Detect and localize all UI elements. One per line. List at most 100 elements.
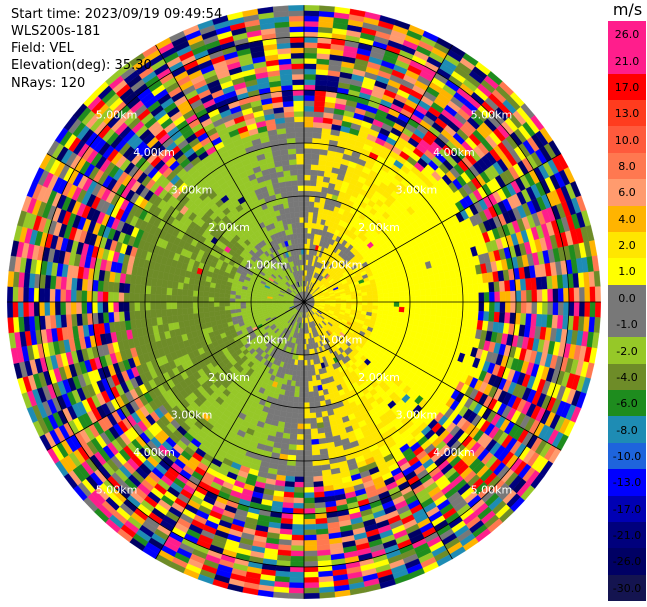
velocity-gate: [303, 386, 309, 393]
velocity-gate: [295, 460, 305, 467]
velocity-gate: [303, 206, 310, 213]
velocity-gate: [296, 439, 305, 446]
velocity-gate: [303, 31, 319, 38]
velocity-gate: [308, 386, 314, 393]
velocity-gate: [573, 301, 580, 317]
velocity-gate: [303, 534, 317, 541]
velocity-gate: [425, 308, 432, 316]
velocity-gate: [303, 434, 312, 440]
velocity-gate: [282, 502, 294, 509]
velocity-gate: [303, 381, 309, 387]
velocity-gate: [420, 301, 427, 309]
velocity-gate: [557, 288, 564, 303]
velocity-gate: [291, 417, 299, 424]
velocity-gate: [296, 444, 305, 451]
velocity-gate: [308, 217, 314, 224]
velocity-gate: [303, 349, 307, 356]
velocity-gate: [510, 301, 517, 314]
velocity-gate: [313, 481, 324, 488]
velocity-gate: [446, 309, 453, 318]
velocity-gate: [313, 116, 324, 123]
velocity-gate: [256, 304, 262, 308]
velocity-gate: [519, 278, 527, 291]
velocity-gate: [293, 492, 305, 499]
velocity-gate: [457, 301, 464, 311]
velocity-gate: [303, 582, 320, 589]
velocity-gate: [313, 486, 325, 493]
velocity-gate: [303, 428, 312, 435]
velocity-gate: [362, 301, 368, 306]
velocity-gate: [313, 111, 325, 118]
velocity-gate: [283, 427, 291, 434]
velocity-gate: [317, 427, 325, 434]
velocity-gate: [312, 132, 322, 139]
velocity-gate: [316, 175, 325, 182]
velocity-gate: [367, 301, 374, 306]
velocity-gate: [309, 401, 316, 409]
velocity-gate: [430, 294, 437, 303]
velocity-gate: [311, 153, 320, 160]
velocity-gate: [399, 301, 405, 308]
velocity-gate: [309, 407, 316, 414]
velocity-gate: [288, 592, 305, 599]
velocity-gate: [525, 313, 532, 326]
velocity-gate: [291, 529, 305, 536]
velocity-gate: [303, 354, 308, 361]
velocity-gate: [303, 365, 308, 372]
velocity-gate: [494, 301, 501, 313]
velocity-gate: [295, 455, 305, 462]
velocity-gate: [393, 301, 400, 308]
velocity-gate: [160, 309, 168, 318]
velocity-gate: [552, 301, 559, 316]
velocity-gate: [214, 310, 221, 317]
velocity-gate: [303, 158, 312, 165]
velocity-gate: [294, 481, 305, 488]
velocity-gate: [311, 369, 316, 376]
velocity-gate: [309, 180, 317, 187]
velocity-gate: [299, 386, 305, 393]
velocity-gate: [515, 301, 522, 314]
velocity-gate: [250, 301, 257, 305]
velocity-gate: [171, 308, 178, 317]
velocity-gate: [351, 296, 358, 300]
velocity-gate: [303, 360, 308, 366]
velocity-gate: [303, 5, 320, 12]
velocity-gate: [467, 301, 474, 312]
velocity-gate: [172, 315, 179, 323]
velocity-gate: [547, 301, 554, 316]
velocity-gate: [392, 311, 400, 318]
velocity-gate: [303, 465, 314, 472]
velocity-gate: [303, 79, 316, 86]
velocity-gate: [309, 359, 315, 366]
velocity-gate: [219, 306, 226, 312]
velocity-gate: [317, 164, 326, 172]
velocity-gate: [229, 305, 236, 310]
velocity-gate: [520, 301, 527, 314]
velocity-gate: [292, 518, 305, 525]
velocity-gate: [303, 423, 311, 430]
velocity-gate: [498, 280, 506, 292]
velocity-gate: [393, 291, 400, 298]
velocity-gate: [299, 375, 305, 382]
velocity-gate: [398, 291, 405, 298]
velocity-gate: [409, 296, 416, 303]
velocity-gate: [451, 285, 458, 295]
velocity-gate: [203, 311, 210, 318]
velocity-gate: [303, 502, 315, 509]
velocity-gate: [308, 201, 315, 208]
velocity-gate: [584, 286, 591, 303]
velocity-gate: [289, 433, 298, 440]
velocity-gate: [303, 10, 320, 17]
velocity-gate: [563, 287, 570, 303]
velocity-gate: [419, 307, 426, 315]
velocity-gate: [306, 354, 311, 361]
velocity-gate: [372, 297, 379, 303]
velocity-gate: [303, 513, 316, 520]
velocity-gate: [303, 111, 315, 117]
velocity-gate: [166, 315, 174, 324]
velocity-gate: [303, 455, 313, 462]
velocity-gate: [293, 396, 300, 403]
velocity-gate: [303, 201, 310, 207]
velocity-gate: [292, 513, 305, 520]
velocity-gate: [446, 301, 453, 310]
